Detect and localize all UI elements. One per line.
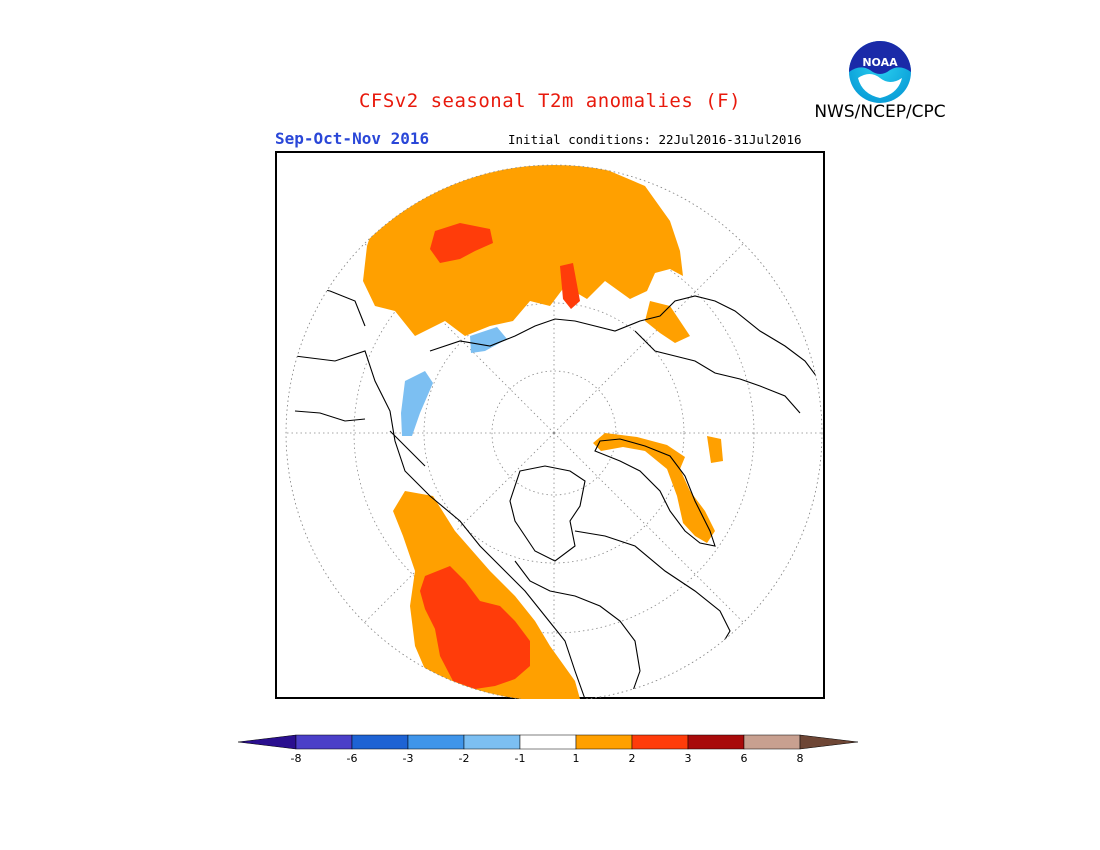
colorbar-box	[295, 734, 353, 750]
map-title: CFSv2 seasonal T2m anomalies (F)	[358, 90, 742, 112]
cool-streak-1	[401, 371, 433, 436]
colorbar-tick-label: 2	[629, 752, 636, 765]
colorbar-box	[687, 734, 745, 750]
noaa-logo-icon: NOAA	[849, 41, 911, 103]
map-frame	[275, 151, 825, 699]
colorbar-box	[743, 734, 801, 750]
colorbar-tick-label: -3	[403, 752, 414, 765]
colorbar-tick-label: -2	[459, 752, 470, 765]
colorbar-box	[519, 734, 577, 750]
cool-streak-2	[470, 327, 507, 353]
far-east-warm-region	[645, 301, 690, 343]
eurasia-warm-region	[363, 165, 683, 336]
north-america-hot-region	[420, 566, 530, 689]
eurasia-hot-spot	[430, 223, 493, 263]
colorbar-tick-label: 8	[797, 752, 804, 765]
colorbar-box	[407, 734, 465, 750]
colorbar-tick-label: -1	[515, 752, 526, 765]
greenland-warm-region	[593, 433, 715, 543]
colorbar-tick-label: 6	[741, 752, 748, 765]
coastlines	[294, 285, 821, 699]
noaa-logo-text: NOAA	[862, 56, 898, 69]
colorbar-tick-label: 3	[685, 752, 692, 765]
colorbar-tick-label: 1	[573, 752, 580, 765]
colorbar-tick-label: -6	[347, 752, 358, 765]
colorbar-arrow-high	[799, 734, 859, 750]
agency-label: NWS/NCEP/CPC	[814, 102, 946, 122]
colorbar-box	[575, 734, 633, 750]
season-label: Sep-Oct-Nov 2016	[275, 129, 430, 148]
colorbar-box	[351, 734, 409, 750]
initial-conditions-label: Initial conditions: 22Jul2016-31Jul2016	[508, 132, 802, 147]
svalbard-warm-spot	[707, 436, 723, 463]
colorbar: -8 -6 -3 -2 -1 1 2 3 6 8	[238, 734, 859, 765]
map-disk-outline	[285, 164, 823, 699]
siberia-hot-strip	[560, 263, 580, 309]
colorbar-tick-label: -8	[291, 752, 302, 765]
colorbar-box	[631, 734, 689, 750]
colorbar-box	[463, 734, 521, 750]
anomaly-map	[275, 151, 825, 699]
colorbar-arrow-low	[238, 734, 297, 750]
